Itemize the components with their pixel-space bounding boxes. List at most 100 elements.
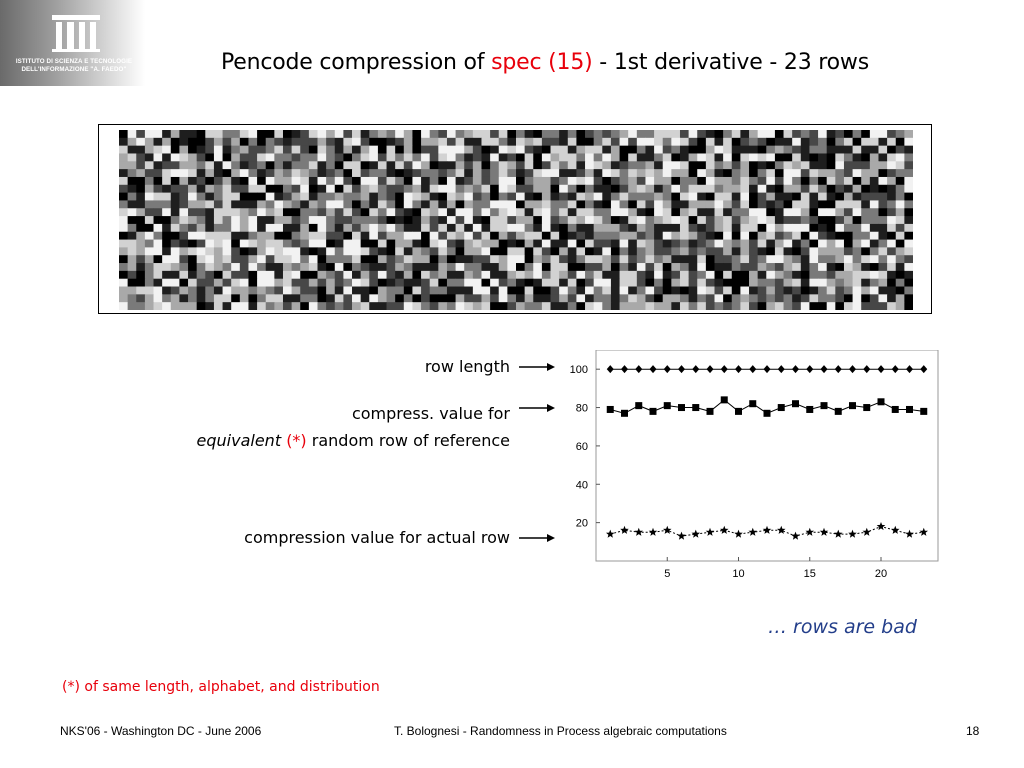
data-point-square [606,405,614,413]
data-point-star [905,529,914,538]
x-tick-label: 10 [732,568,744,580]
data-point-star [819,527,829,536]
title-highlight: spec (15) [491,50,593,75]
data-point-star [834,529,843,538]
label-equivalent-row: equivalent (*) random row of reference [100,431,510,450]
x-tick-label: 20 [875,568,887,580]
logo-line-2: DELL'INFORMAZIONE "A. FAEDO" [21,66,127,73]
y-tick-label: 100 [570,364,588,376]
data-point-square [678,404,685,412]
data-point-diamond [777,365,785,374]
arrow-right-icon [519,534,555,542]
data-point-square [920,407,928,415]
data-point-star [919,527,928,536]
data-point-diamond [706,365,714,374]
data-point-square [749,400,757,408]
data-point-diamond [920,365,928,374]
data-point-star [734,529,743,538]
data-point-star [720,525,729,534]
title-prefix: Pencode compression of [221,50,492,75]
data-point-star [876,522,886,531]
pencode-image-frame [98,124,932,314]
label-row-length: row length [424,357,510,376]
data-point-diamond [834,365,842,374]
data-point-square [834,407,842,415]
data-point-diamond [663,365,671,374]
data-point-diamond [906,365,913,374]
label-random-row: random row of reference [311,431,510,450]
data-point-diamond [735,365,742,374]
data-point-square [735,407,742,415]
footnote: (*) of same length, alphabet, and distri… [62,679,380,695]
data-point-star [848,529,857,538]
data-point-diamond [806,365,814,374]
data-point-star [805,527,814,536]
data-point-square [849,402,856,410]
data-point-diamond [720,365,728,374]
data-point-square [877,398,885,406]
data-point-square [777,404,785,412]
rows-are-bad-note: … rows are bad [768,616,917,638]
data-point-square [806,405,814,413]
data-point-star [748,527,757,536]
title-suffix: - 1st derivative - 23 rows [592,50,869,75]
data-point-star [620,525,629,534]
data-point-diamond [621,365,628,374]
series-line-star [610,525,924,537]
label-actual-row: compression value for actual row [244,528,510,547]
footer-left: NKS'06 - Washington DC - June 2006 [60,724,262,738]
arrow-right-icon [519,404,555,412]
data-point-diamond [792,365,799,374]
label-compress-value: compress. value for [351,404,510,423]
data-point-square [649,407,657,415]
data-point-diamond [749,365,757,374]
data-point-diamond [820,365,828,374]
footer-center: T. Bolognesi - Randomness in Process alg… [394,724,727,738]
data-point-square [820,402,828,410]
data-point-diamond [606,365,614,374]
data-point-diamond [891,365,899,374]
x-tick-label: 15 [804,568,816,580]
y-tick-label: 40 [576,479,588,491]
data-point-star [705,527,715,536]
data-point-diamond [763,365,771,374]
data-point-square [763,409,771,417]
data-point-star [634,527,643,536]
data-point-diamond [635,365,643,374]
data-point-square [692,404,700,412]
y-tick-label: 80 [576,403,588,415]
data-point-diamond [849,365,856,374]
data-point-square [663,402,671,410]
compression-chart-svg: 20 40 60 80 100 5 10 15 20 [570,349,939,580]
data-point-diamond [863,365,871,374]
logo-line-1: ISTITUTO DI SCIENZA E TECNOLOGIE [15,58,133,65]
data-point-star [762,525,772,534]
pencode-pixel-grid [119,130,913,310]
y-tick-label: 60 [576,441,588,453]
data-point-star [648,527,658,536]
data-point-star [606,529,615,538]
data-point-square [863,404,871,412]
label-star-marker: (*) [286,431,307,450]
istituto-logo-icon [52,15,100,52]
data-point-star [691,529,700,538]
slide-title: Pencode compression of spec (15) - 1st d… [221,50,869,75]
data-point-diamond [649,365,657,374]
y-tick-label: 20 [576,518,588,530]
data-point-square [906,405,913,413]
data-point-star [777,525,786,534]
x-tick-label: 5 [664,568,670,580]
logo-text: ISTITUTO DI SCIENZA E TECNOLOGIE DELL'IN… [4,58,144,74]
data-point-square [792,400,799,408]
slide-number: 18 [966,724,980,738]
arrow-right-icon [519,363,555,371]
data-point-diamond [877,365,885,374]
data-point-square [621,409,628,417]
institute-logo: ISTITUTO DI SCIENZA E TECNOLOGIE DELL'IN… [0,0,145,86]
data-point-square [706,407,714,415]
data-point-diamond [678,365,685,374]
data-point-star [891,525,900,534]
compression-chart: 20 40 60 80 100 5 10 15 20 [560,349,950,590]
data-point-square [891,405,899,413]
data-point-square [635,402,643,410]
